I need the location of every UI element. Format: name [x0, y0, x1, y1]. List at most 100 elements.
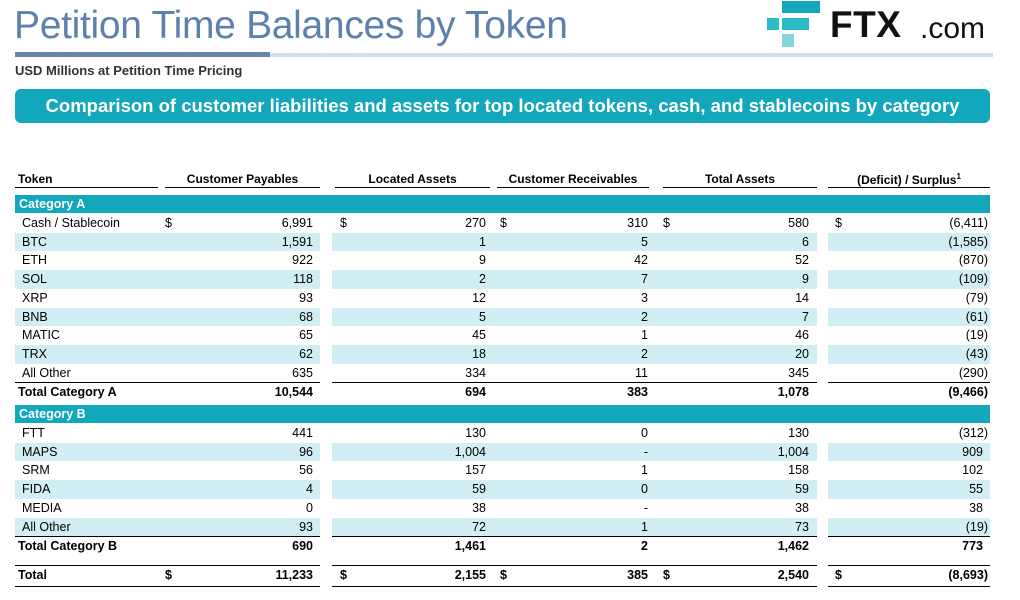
- total-rule: [332, 535, 817, 538]
- cell-value: 6: [802, 234, 809, 249]
- column-header-deficit-surplus: (Deficit) / Surplus1: [828, 172, 990, 188]
- row-stripe: [828, 499, 990, 518]
- row-stripe: [332, 499, 817, 518]
- column-header-total-assets: Total Assets: [663, 172, 817, 188]
- cell-value: 38: [969, 500, 983, 515]
- row-stripe: [828, 270, 990, 289]
- cell-value: 45: [472, 328, 486, 343]
- dollar-sign: $: [165, 568, 172, 582]
- cell-value: 12: [472, 290, 486, 305]
- cell-value: 310: [627, 216, 648, 230]
- dollar-sign: $: [340, 216, 347, 230]
- cell-value: 922: [292, 253, 313, 268]
- cell-value: 1: [641, 463, 648, 478]
- cell-value: 46: [795, 328, 809, 343]
- row-stripe: [332, 270, 817, 289]
- logo-mark-bottom: [782, 34, 794, 47]
- cell-value: 42: [634, 253, 648, 268]
- page-title: Petition Time Balances by Token: [14, 4, 568, 47]
- title-underline-dark: [15, 52, 270, 57]
- row-stripe: [828, 480, 990, 499]
- cell-value: 7: [641, 272, 648, 287]
- category-total-row: Total Category B 690 1,461 2 1,462 773: [0, 537, 1020, 556]
- cell-value: 0: [306, 500, 313, 515]
- total-rule: [332, 564, 817, 566]
- total-rule: [828, 585, 990, 587]
- category-header: Category A: [15, 195, 990, 213]
- dollar-sign: $: [500, 568, 507, 582]
- row-stripe: [332, 517, 817, 537]
- total-rule: [332, 585, 817, 587]
- row-stripe: [332, 326, 817, 345]
- cell-value: (290): [958, 365, 988, 380]
- logo-mark-top: [782, 1, 820, 13]
- cell-value: 59: [472, 482, 486, 497]
- cell-value: 2: [641, 346, 648, 361]
- cell-value: 62: [299, 346, 313, 361]
- cell-value: 9: [802, 272, 809, 287]
- total-rule: [828, 564, 990, 566]
- dollar-sign: $: [835, 568, 842, 582]
- cell-value: 5: [479, 309, 486, 324]
- cell-value: 694: [465, 384, 486, 399]
- row-stripe: [15, 251, 320, 270]
- cell-value: 14: [795, 290, 809, 305]
- cell-value: 773: [962, 538, 983, 553]
- token-name: Total Category A: [18, 384, 117, 399]
- total-rule: [828, 535, 990, 538]
- cell-value: 9: [479, 253, 486, 268]
- cell-value: 55: [969, 482, 983, 497]
- cell-value: 73: [795, 519, 809, 534]
- cell-value: 130: [788, 426, 809, 440]
- row-stripe: [828, 307, 990, 327]
- row-stripe: [15, 480, 320, 499]
- row-stripe: [332, 232, 817, 252]
- cell-value: 6,991: [281, 216, 313, 230]
- token-name: Total: [18, 568, 47, 582]
- token-name: MAPS: [22, 444, 58, 459]
- title-underline-light: [270, 53, 993, 57]
- cell-value: (870): [958, 253, 988, 268]
- row-stripe: [828, 517, 990, 537]
- cell-value: (61): [965, 309, 988, 324]
- total-rule: [15, 535, 320, 538]
- cell-value: 56: [299, 463, 313, 478]
- cell-value: 4: [306, 482, 313, 497]
- cell-value: 2: [479, 272, 486, 287]
- cell-value: 580: [788, 216, 809, 230]
- row-stripe: [332, 424, 817, 443]
- table-row: SOL 118 2 7 9 (109): [0, 270, 1020, 289]
- row-stripe: [332, 364, 817, 383]
- cell-value: 2,155: [454, 568, 486, 582]
- column-header-located-assets: Located Assets: [335, 172, 490, 188]
- cell-value: 158: [788, 463, 809, 478]
- token-name: BTC: [22, 234, 47, 249]
- cell-value: (43): [965, 346, 988, 361]
- grand-total-row: Total $11,233 $2,155 $385 $2,540 $ (8,693): [0, 566, 1020, 585]
- row-stripe: [15, 517, 320, 537]
- cell-value: 1,078: [777, 384, 809, 399]
- banner: Comparison of customer liabilities and a…: [15, 89, 990, 123]
- table-row: MEDIA 0 38 - 38 38: [0, 499, 1020, 518]
- cell-value: 1,004: [777, 444, 809, 459]
- cell-value: (19): [965, 519, 988, 534]
- cell-value: 1: [641, 519, 648, 534]
- logo-mark-middle: [782, 18, 809, 30]
- table-row: ETH 922 9 42 52 (870): [0, 251, 1020, 270]
- cell-value: 11,233: [275, 568, 313, 582]
- token-name: FIDA: [22, 482, 51, 497]
- row-stripe: [332, 383, 817, 402]
- dollar-sign: $: [500, 216, 507, 230]
- cell-value: 157: [465, 463, 486, 478]
- category-total-row: Total Category A 10,544 694 383 1,078 (9,466): [0, 383, 1020, 402]
- cell-value: 2: [641, 538, 648, 553]
- column-header-customer-receivables: Customer Receivables: [497, 172, 649, 188]
- token-name: ETH: [22, 253, 47, 268]
- token-name: TRX: [22, 346, 47, 361]
- row-stripe: [15, 344, 320, 364]
- cell-value: 690: [292, 538, 313, 553]
- cell-value: 0: [641, 426, 648, 440]
- dollar-sign: $: [663, 216, 670, 230]
- table-row: MAPS 96 1,004 - 1,004 909: [0, 442, 1020, 462]
- cell-value: 102: [962, 463, 983, 478]
